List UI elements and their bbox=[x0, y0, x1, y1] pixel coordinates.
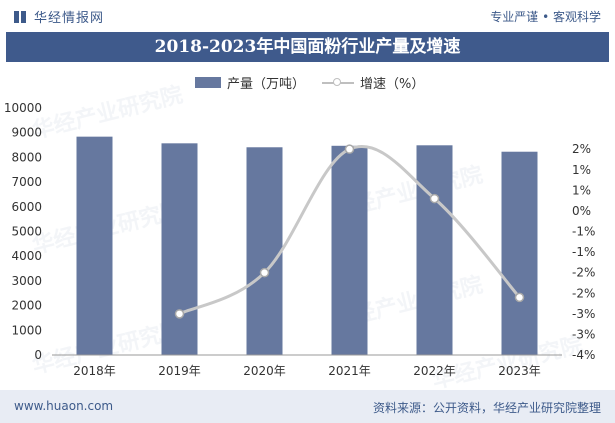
y-right-tick-label: -4% bbox=[572, 348, 595, 362]
y-left-tick-label: 6000 bbox=[11, 200, 42, 214]
logo-icon bbox=[14, 10, 26, 23]
y-right-tick-label: 0% bbox=[572, 204, 591, 218]
bar-production bbox=[331, 145, 368, 355]
y-right-tick-label: -3% bbox=[572, 307, 595, 321]
x-tick-label: 2021年 bbox=[328, 364, 371, 378]
y-left-tick-label: 1000 bbox=[11, 323, 42, 337]
y-right-tick-label: 2% bbox=[572, 142, 591, 156]
logo: 华经情报网 bbox=[14, 7, 104, 26]
legend-item-production: 产量（万吨） bbox=[195, 73, 305, 92]
y-left-tick-label: 2000 bbox=[11, 299, 42, 313]
legend-item-growth: 增速（%） bbox=[322, 73, 424, 92]
legend-label-production: 产量（万吨） bbox=[227, 77, 306, 92]
growth-point bbox=[259, 267, 270, 278]
y-left-tick-label: 8000 bbox=[11, 150, 42, 164]
bar-production bbox=[76, 136, 113, 355]
y-right-tick-label: -2% bbox=[572, 266, 595, 280]
y-right-tick-label: 1% bbox=[572, 163, 591, 177]
chart-title: 2018-2023年中国面粉行业产量及增速 bbox=[154, 37, 461, 57]
bar-production bbox=[501, 151, 538, 355]
growth-point bbox=[344, 144, 355, 154]
x-tick-label: 2023年 bbox=[498, 364, 541, 378]
bar-production bbox=[161, 143, 198, 355]
y-left-tick-label: 10000 bbox=[4, 101, 42, 115]
y-right-tick-label: -3% bbox=[572, 327, 595, 341]
growth-point bbox=[514, 292, 525, 303]
y-left-tick-label: 7000 bbox=[11, 175, 42, 189]
legend-label-growth: 增速（%） bbox=[360, 77, 425, 92]
bar-production bbox=[246, 147, 283, 355]
legend-line-swatch bbox=[322, 77, 354, 89]
header: 华经情报网 专业严谨 • 客观科学 bbox=[0, 0, 615, 32]
footer: www.huaon.com 资料来源：公开资料，华经产业研究院整理 bbox=[0, 390, 615, 423]
brand-name: 华经情报网 bbox=[34, 11, 105, 26]
y-left-tick-label: 3000 bbox=[11, 274, 42, 288]
footer-url: www.huaon.com bbox=[14, 399, 114, 413]
x-tick-label: 2018年 bbox=[73, 364, 116, 378]
chart-canvas: 0 1000 2000 3000 4000 5000 6000 7000 8000 9000 100… bbox=[4, 101, 596, 378]
y-left-tick-label: 0 bbox=[34, 348, 42, 362]
footer-source: 资料来源：公开资料，华经产业研究院整理 bbox=[372, 401, 601, 415]
y-left-tick-label: 4000 bbox=[11, 249, 42, 263]
y-right-tick-label: -2% bbox=[572, 286, 595, 300]
y-right-tick-label: -1% bbox=[572, 225, 595, 239]
legend-bar-swatch bbox=[195, 77, 221, 88]
y-left-tick-label: 9000 bbox=[11, 126, 42, 140]
x-tick-label: 2020年 bbox=[243, 364, 286, 378]
y-right-tick-label: 1% bbox=[572, 183, 591, 197]
growth-point bbox=[429, 193, 440, 204]
bar-production bbox=[416, 145, 453, 355]
x-tick-label: 2019年 bbox=[158, 364, 201, 378]
title-bar: 2018-2023年中国面粉行业产量及增速 bbox=[6, 32, 609, 62]
growth-point bbox=[174, 309, 185, 319]
slogan: 专业严谨 • 客观科学 bbox=[490, 10, 601, 24]
y-left-tick-label: 5000 bbox=[11, 225, 42, 239]
legend: 产量（万吨） 增速（%） bbox=[0, 70, 615, 92]
y-right-tick-label: -1% bbox=[572, 245, 595, 259]
x-tick-label: 2022年 bbox=[413, 364, 456, 378]
